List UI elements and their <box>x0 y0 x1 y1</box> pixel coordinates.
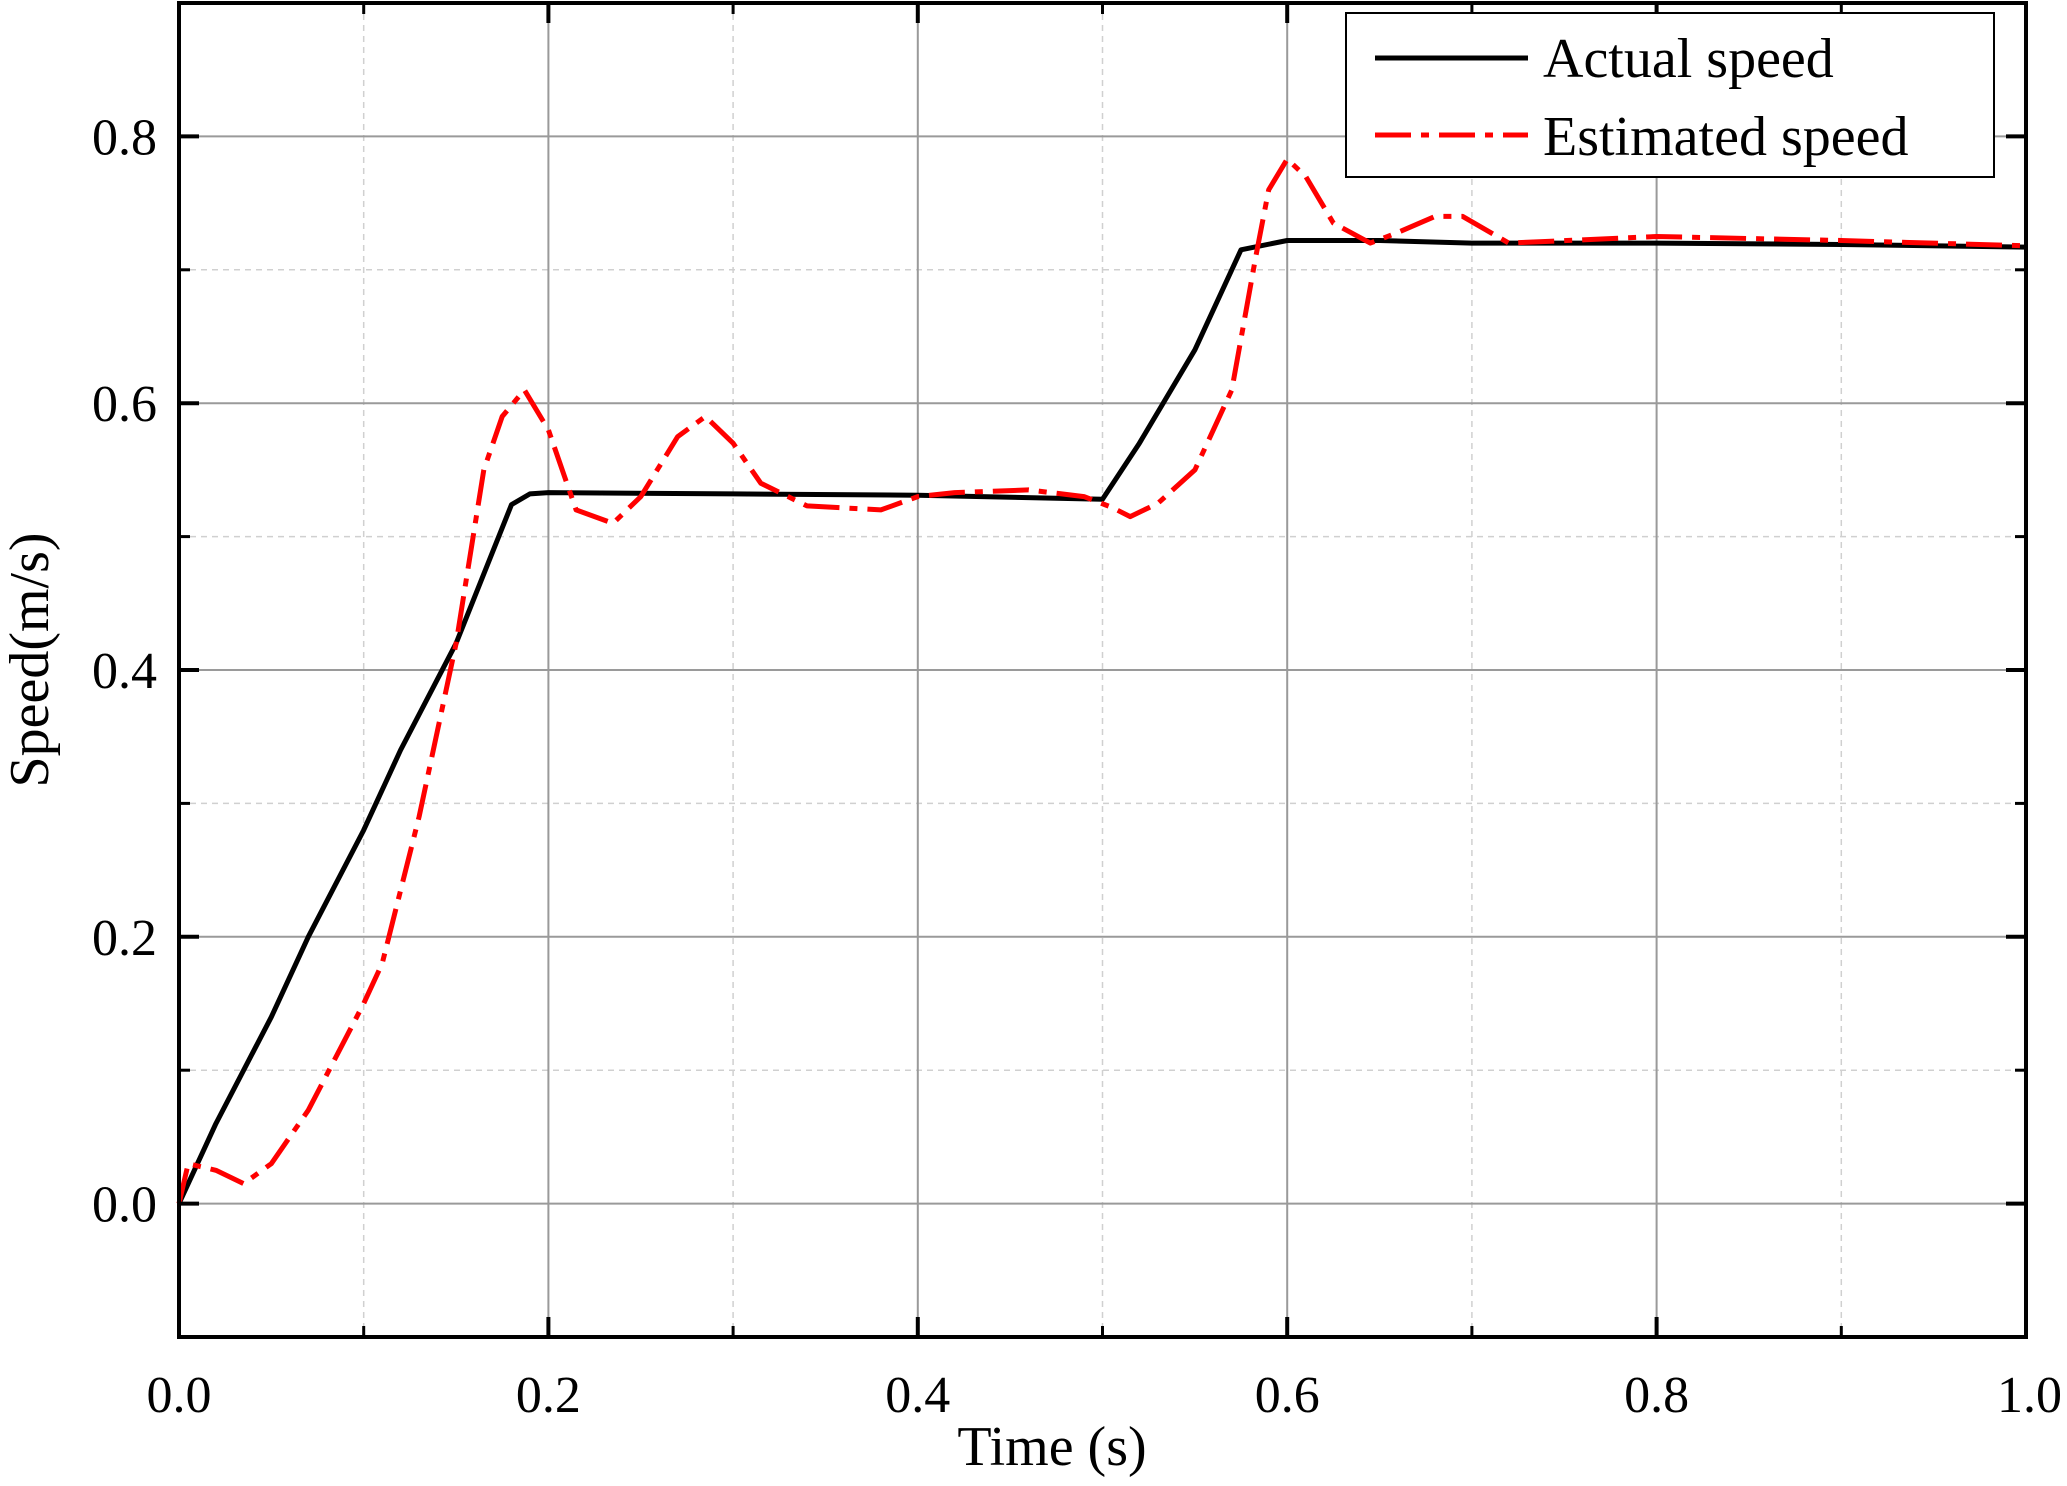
y-tick-label: 0.6 <box>92 376 157 433</box>
x-tick-label: 0.4 <box>885 1367 950 1424</box>
y-tick-label: 0.4 <box>92 643 157 700</box>
tick-labels: 0.0 0.2 0.4 0.6 0.8 1.0 0.0 0.2 0.4 0.6 0.8 <box>92 109 2062 1424</box>
series-lines <box>176 156 2027 1205</box>
x-tick-label: 0.6 <box>1255 1367 1320 1424</box>
grid <box>179 2 2026 1337</box>
legend-label-estimated: Estimated speed <box>1543 106 1908 168</box>
y-tick-label: 0.0 <box>92 1177 157 1234</box>
x-axis-title: Time (s) <box>957 1416 1146 1478</box>
series-line-estimated-speed <box>176 156 2027 1205</box>
x-tick-label: 0.8 <box>1624 1367 1689 1424</box>
x-tick-label: 0.2 <box>516 1367 581 1424</box>
x-tick-label: 0.0 <box>147 1367 212 1424</box>
legend: Actual speed Estimated speed <box>1345 12 1995 178</box>
legend-label-actual: Actual speed <box>1543 28 1834 90</box>
x-tick-label: 1.0 <box>1997 1367 2062 1424</box>
axis-ticks <box>177 1 2028 1337</box>
legend-box <box>1345 12 1995 178</box>
y-tick-label: 0.2 <box>92 910 157 967</box>
y-tick-label: 0.8 <box>92 109 157 166</box>
y-axis-title: Speed(m/s) <box>0 532 61 787</box>
series-line-actual-speed <box>176 238 2027 1205</box>
